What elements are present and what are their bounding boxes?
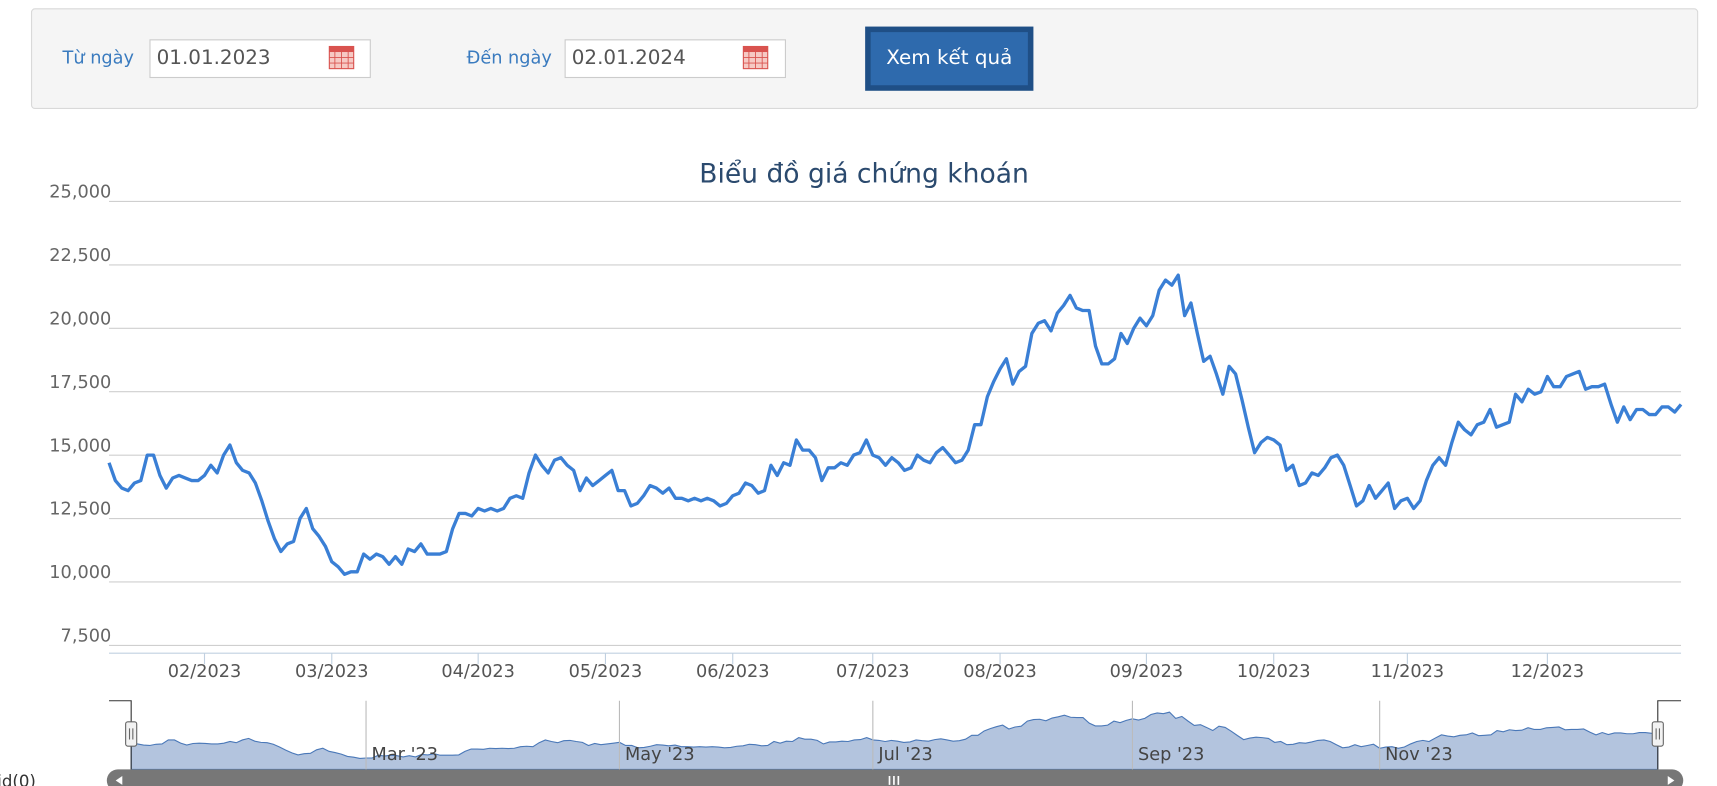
x-tick-label: 09/2023 <box>1110 662 1184 682</box>
y-tick-label: 22,500 <box>49 246 111 266</box>
calendar-icon[interactable] <box>742 45 769 70</box>
handle-body <box>125 721 138 747</box>
navigator-label: Nov '23 <box>1385 745 1453 765</box>
from-date-value: 01.01.2023 <box>157 46 271 69</box>
navigator-area <box>130 711 1659 770</box>
x-tick-label: 12/2023 <box>1511 662 1585 682</box>
x-tick-label: 02/2023 <box>168 662 242 682</box>
chart-title: Biểu đồ giá chứng khoán <box>699 158 1029 189</box>
from-date-input[interactable]: 01.01.2023 <box>149 39 371 79</box>
to-label: Đến ngày <box>467 48 552 69</box>
x-tick-label: 10/2023 <box>1237 662 1311 682</box>
navigator-label: Sep '23 <box>1138 745 1204 765</box>
handle-grip <box>1655 728 1660 740</box>
navigator-label: May '23 <box>625 745 695 765</box>
calendar-icon[interactable] <box>328 45 355 70</box>
y-tick-label: 17,500 <box>49 373 111 393</box>
submit-button[interactable]: Xem kết quả <box>865 26 1034 91</box>
y-tick-label: 10,000 <box>49 563 111 583</box>
y-tick-label: 15,000 <box>49 436 111 456</box>
y-tick-label: 25,000 <box>49 183 111 203</box>
x-tick-label: 07/2023 <box>836 662 910 682</box>
to-date-input[interactable]: 02.01.2024 <box>564 39 786 79</box>
y-tick-label: 7,500 <box>61 627 112 647</box>
button-label: Xem kết quả <box>886 46 1012 69</box>
scroll-left-arrow <box>115 776 123 785</box>
scroll-grip <box>888 776 900 785</box>
filter-panel <box>30 8 1699 110</box>
chart: 7,500 10,000 12,500 15,000 17,500 20,000 22,50… <box>49 183 1684 786</box>
navigator-handle[interactable] <box>125 721 138 747</box>
footer-badge: id(0) <box>0 772 36 786</box>
x-tick-label: 04/2023 <box>441 662 515 682</box>
scroll-right-arrow <box>1667 776 1675 785</box>
handle-body <box>1651 721 1664 747</box>
navigator-label: Jul '23 <box>877 745 932 765</box>
from-label: Từ ngày <box>62 49 134 69</box>
x-tick-label: 06/2023 <box>696 662 770 682</box>
scrollbar[interactable] <box>106 769 1684 786</box>
to-date-value: 02.01.2024 <box>572 46 686 69</box>
navigator-handle[interactable] <box>1651 721 1664 747</box>
x-tick-label: 08/2023 <box>963 662 1037 682</box>
x-tick-label: 11/2023 <box>1371 662 1445 682</box>
navigator-label: Mar '23 <box>372 745 438 765</box>
x-tick-label: 03/2023 <box>295 662 369 682</box>
x-tick-label: 05/2023 <box>569 662 643 682</box>
y-tick-label: 12,500 <box>49 500 111 520</box>
handle-grip <box>128 728 134 740</box>
scrollbar-track <box>106 769 1684 786</box>
y-tick-label: 20,000 <box>49 309 111 329</box>
price-line <box>107 273 1683 576</box>
